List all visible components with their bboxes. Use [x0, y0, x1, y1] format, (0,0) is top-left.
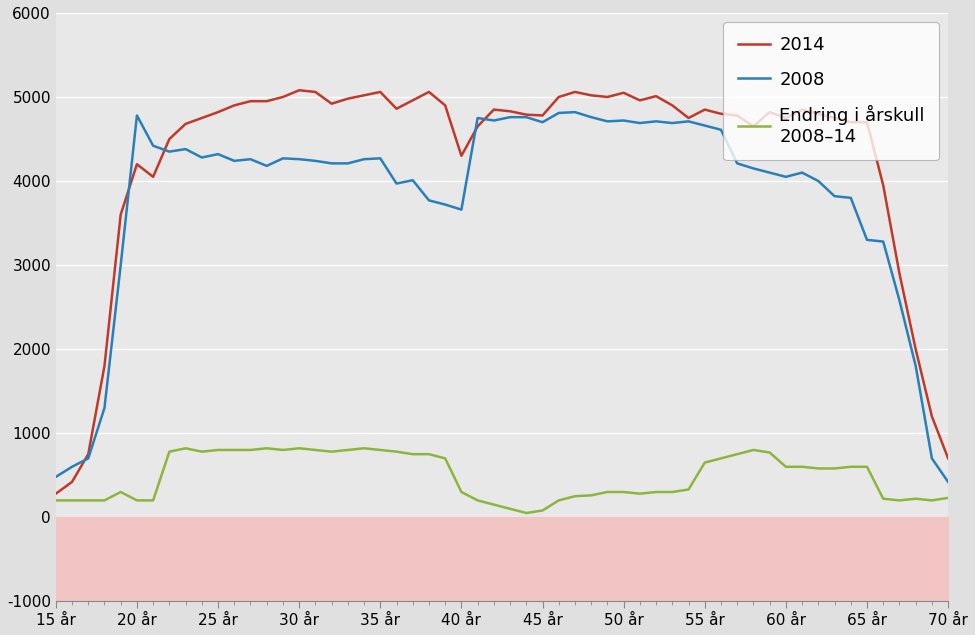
Legend: 2014, 2008, Endring i årskull
2008–14: 2014, 2008, Endring i årskull 2008–14 — [723, 22, 939, 160]
